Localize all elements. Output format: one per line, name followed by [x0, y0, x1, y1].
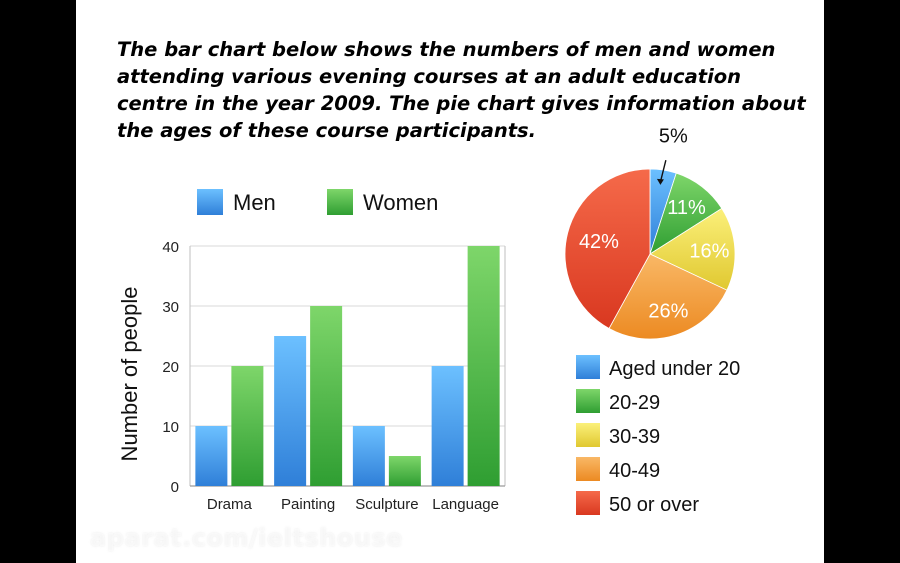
bar-women-sculpture: [388, 456, 421, 486]
bar-men-painting: [274, 336, 307, 486]
legend-swatch-men: [197, 189, 223, 215]
y-tick-label: 40: [162, 239, 179, 256]
legend-label-men: Men: [233, 190, 276, 215]
bar-men-drama: [195, 426, 228, 486]
y-tick-label: 20: [162, 359, 179, 376]
charts-canvas: 0 10 20 30 40 Number of people Drama Painting Sc…: [117, 125, 740, 516]
pie-slice-50-or-over: [564, 168, 651, 330]
slide: The bar chart below shows the numbers of…: [76, 0, 824, 563]
pie-label: 42%: [579, 231, 619, 253]
pie-legend-swatch-aged-under-20: [576, 355, 600, 379]
x-tick-label: Painting: [281, 496, 335, 513]
legend-label-women: Women: [363, 190, 438, 215]
bar-men-sculpture: [352, 426, 385, 486]
bar-women-language: [467, 246, 500, 486]
pie-legend-swatch-40-49: [576, 457, 600, 481]
x-tick-label: Drama: [207, 496, 253, 513]
chart-description: The bar chart below shows the numbers of…: [117, 38, 806, 142]
pie-label: 5%: [659, 125, 688, 147]
pie-label: 11%: [667, 197, 706, 219]
x-tick-label: Sculpture: [355, 496, 418, 513]
pie-label-arrowhead: [656, 178, 664, 185]
pie-legend-label-30-39: 30-39: [609, 426, 660, 448]
y-tick-label: 0: [171, 479, 179, 496]
pie-label-arrow: [659, 159, 667, 183]
pie-legend-label-20-29: 20-29: [609, 392, 660, 414]
pie-chart: 5% 11% 16% 26% 42% Aged under 20 20-29 30-39 40-…: [564, 125, 740, 516]
pie-legend-swatch-20-29: [576, 389, 600, 413]
bar-women-drama: [231, 366, 264, 486]
bar-men-language: [431, 366, 464, 486]
y-axis-label: Number of people: [117, 287, 142, 462]
pie-legend-label-aged-under-20: Aged under 20: [609, 358, 740, 380]
bar-women-painting: [310, 306, 343, 486]
y-tick-label: 10: [162, 419, 179, 436]
legend-swatch-women: [327, 189, 353, 215]
pie-legend-label-40-49: 40-49: [609, 460, 660, 482]
pie-legend-swatch-30-39: [576, 423, 600, 447]
pie-label: 26%: [648, 301, 688, 323]
x-tick-label: Language: [432, 496, 499, 513]
y-tick-label: 30: [162, 299, 179, 316]
pie-legend-swatch-50-or-over: [576, 491, 600, 515]
bar-chart: 0 10 20 30 40 Number of people Drama Painting Sc…: [117, 189, 506, 513]
pie-slice-30-39: [649, 207, 736, 291]
pie-label: 16%: [689, 240, 729, 262]
watermark-text: aparat.com/ieltshouse: [90, 524, 403, 552]
pie-legend-label-50-or-over: 50 or over: [609, 494, 699, 516]
